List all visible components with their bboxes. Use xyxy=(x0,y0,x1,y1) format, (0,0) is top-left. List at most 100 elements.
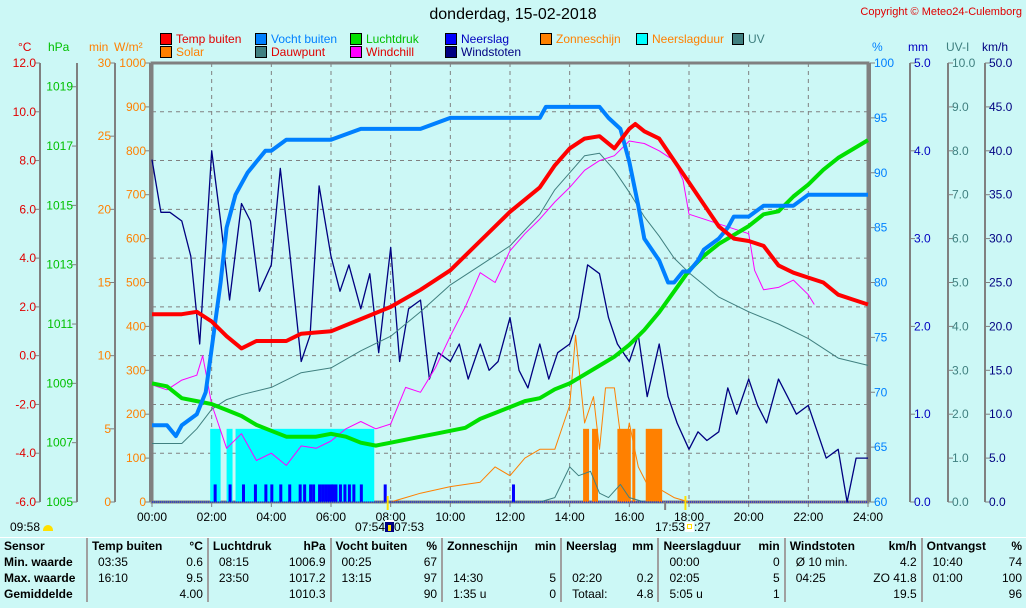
axis-unit-solar: W/m² xyxy=(114,40,143,54)
weather-chart: 12.0 10.0 8.0 6.0 4.0 2.0 0.0 -2.0 -4.0 -6.0 1019 1… xyxy=(13,56,1013,524)
tick-label-pressure: 1011 xyxy=(47,317,73,331)
tick-label-humidity: 90 xyxy=(874,166,888,180)
stats-header-unit: °C xyxy=(189,539,203,553)
sunset-icon xyxy=(685,522,695,532)
tick-label-rain: 1.0 xyxy=(914,407,931,421)
legend-swatch xyxy=(445,46,457,58)
stats-table: Sensor Temp buiten °C Luchtdruk hPa Vocht bui… xyxy=(0,538,1026,602)
stats-header-unit: km/h xyxy=(888,539,917,553)
x-tick-label: 06:00 xyxy=(316,510,346,524)
tick-label-solar: 200 xyxy=(126,407,146,421)
tick-label-solar: 900 xyxy=(126,100,146,114)
series-dauwpunt xyxy=(152,152,869,444)
x-tick-label: 08:00 xyxy=(376,510,406,524)
stats-cell-time: 00:25 xyxy=(329,554,418,570)
tick-label-temp: 10.0 xyxy=(13,105,37,119)
legend-label: Dauwpunt xyxy=(271,45,326,59)
stats-cell-value: 1010.3 xyxy=(288,587,326,601)
legend-swatch xyxy=(350,46,362,58)
tick-label-rain: 3.0 xyxy=(914,232,931,246)
stats-cell-time: 10:40 xyxy=(920,554,996,570)
tick-label-pressure: 1019 xyxy=(46,80,73,94)
bar-zonneschijn xyxy=(592,428,599,502)
stats-cell-time: 1:35 u xyxy=(441,586,529,602)
tick-label-temp: 12.0 xyxy=(13,56,37,70)
bar-neerslag xyxy=(253,484,257,502)
tick-label-humidity: 60 xyxy=(874,495,888,509)
bar-neerslag xyxy=(383,484,387,502)
sun-icon xyxy=(43,525,54,531)
x-tick-label: 02:00 xyxy=(197,510,227,524)
stats-cell-time xyxy=(85,586,173,602)
stats-header-label: Ontvangst xyxy=(920,538,996,554)
tick-label-wind: 50.0 xyxy=(989,56,1013,70)
bar-neerslag xyxy=(343,484,347,502)
tick-label-uv: 0.0 xyxy=(952,495,969,509)
legend-label: Luchtdruk xyxy=(366,32,419,46)
legend-swatch xyxy=(255,46,267,58)
bar-zonneschijn xyxy=(583,428,590,502)
stats-cell-time xyxy=(560,554,626,570)
legend-swatch xyxy=(350,33,362,45)
tick-label-temp: -2.0 xyxy=(15,397,36,411)
stats-header-unit: min xyxy=(534,539,557,553)
bar-neerslag xyxy=(352,484,356,502)
legend-label: Neerslagduur xyxy=(652,32,725,46)
stats-cell-value: 5 xyxy=(549,571,557,585)
tick-label-humidity: 80 xyxy=(874,276,888,290)
stats-cell-value: 9.5 xyxy=(186,571,203,585)
tick-label-uv: 2.0 xyxy=(952,407,969,421)
axis-unit-temp: °C xyxy=(18,40,32,54)
stats-cell-time xyxy=(206,586,282,602)
legend-item-windstoten: Windstoten xyxy=(445,45,521,59)
tick-label-temp: -4.0 xyxy=(15,446,36,460)
stats-header-label: Windstoten xyxy=(783,538,865,554)
stats-cell-value xyxy=(626,554,659,570)
page-title: donderdag, 15-02-2018 xyxy=(429,6,597,23)
bar-neerslag xyxy=(309,484,313,502)
stats-cell-value: 0 xyxy=(773,555,780,569)
sunrise-info: 07:54 07:53 xyxy=(355,520,424,534)
x-tick-label: 14:00 xyxy=(555,510,585,524)
stats-cell-value xyxy=(528,554,561,570)
x-tick-label: 20:00 xyxy=(734,510,764,524)
x-tick-label: 18:00 xyxy=(674,510,704,524)
stats-cell-time: 16:10 xyxy=(85,570,173,586)
bar-neerslag xyxy=(334,484,338,502)
tick-label-humidity: 75 xyxy=(874,330,888,344)
x-tick-label: 22:00 xyxy=(793,510,823,524)
series-windstoten xyxy=(151,150,868,503)
bar-neerslag xyxy=(321,484,325,502)
tick-label-wind: 35.0 xyxy=(989,188,1013,202)
tick-label-wind: 45.0 xyxy=(989,100,1013,114)
bar-zonneschijn xyxy=(645,428,663,502)
copyright: Copyright © Meteo24-Culemborg xyxy=(860,6,1022,18)
tick-label-uv: 4.0 xyxy=(952,319,969,333)
stats-cell-value: 1006.9 xyxy=(288,555,326,569)
stats-cell-time: 03:35 xyxy=(85,554,173,570)
tick-label-rain: 0.0 xyxy=(914,495,931,509)
tick-label-uv: 7.0 xyxy=(952,188,969,202)
sunset-time-alt: :27 xyxy=(694,520,711,534)
tick-label-solar: 300 xyxy=(126,363,146,377)
bar-zonneschijn xyxy=(632,428,636,502)
bar-neerslag xyxy=(511,484,515,502)
bar-neerslag xyxy=(327,484,331,502)
tick-label-uv: 5.0 xyxy=(952,276,969,290)
stats-header-unit: % xyxy=(426,539,438,553)
tick-label-temp: 8.0 xyxy=(19,154,36,168)
tick-label-wind: 20.0 xyxy=(989,319,1013,333)
legend-swatch xyxy=(732,33,744,45)
tick-label-wind: 0.0 xyxy=(989,495,1006,509)
stats-header-sensor: Sensor xyxy=(4,539,45,553)
stats-cell-time: 00:00 xyxy=(657,554,752,570)
sunset-info: 17:53:27 xyxy=(655,520,711,534)
tick-label-temp: 2.0 xyxy=(19,300,36,314)
stats-row: Max. waarde 16:10 9.5 23:50 1017.2 13:15 97 14:… xyxy=(0,570,1026,586)
stats-cell-value: 90 xyxy=(423,587,438,601)
stats-cell-value: ZO 41.8 xyxy=(873,571,917,585)
legend-label: Neerslag xyxy=(461,32,510,46)
series-solar xyxy=(152,334,690,503)
tick-label-rain: 5.0 xyxy=(914,56,931,70)
tick-label-minutes: 15 xyxy=(98,276,112,290)
